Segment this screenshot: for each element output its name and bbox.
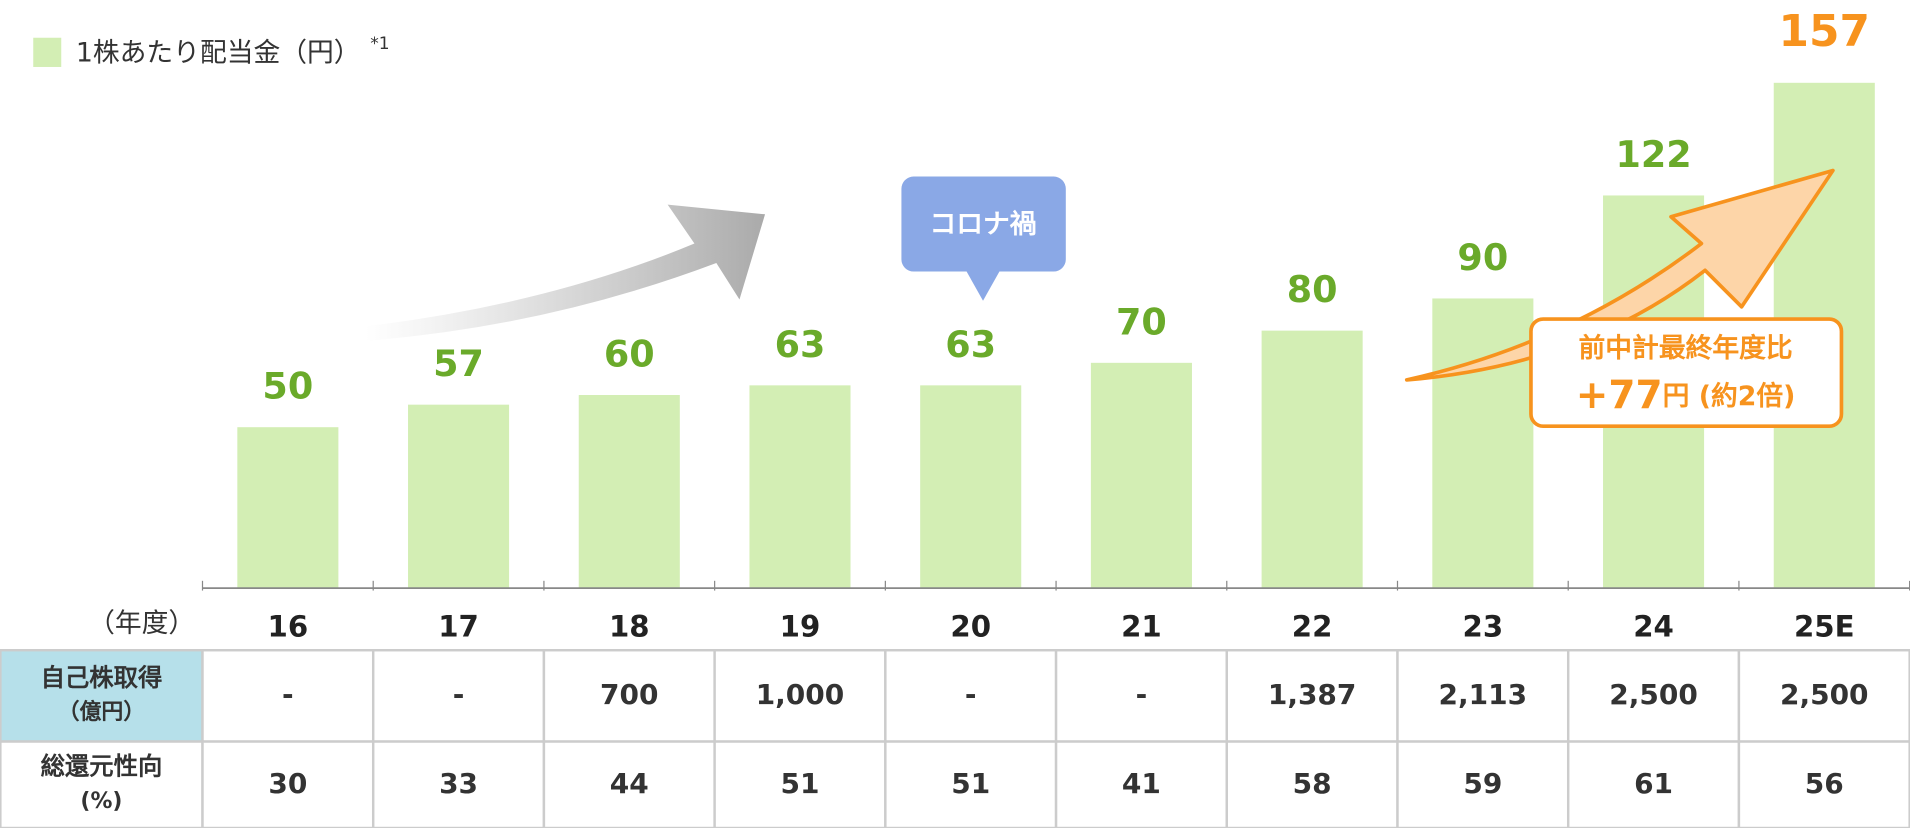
cell-text: 51 — [951, 767, 990, 800]
x-tick-label: 17 — [438, 609, 479, 643]
annotation-suffix: 円 (約2倍) — [1663, 379, 1796, 411]
cell-text: 30 — [268, 767, 307, 800]
row-header: 総還元性向 — [41, 752, 163, 781]
row-header: (%) — [80, 789, 122, 814]
value-label: 50 — [262, 365, 313, 408]
cell-text: 33 — [439, 767, 478, 800]
value-label: 90 — [1457, 236, 1508, 279]
cell-text: - — [453, 678, 465, 711]
x-axis-label: （年度） — [88, 608, 195, 639]
row-header-cell — [0, 740, 204, 828]
cell-text: 1,000 — [756, 678, 845, 711]
table-cell — [713, 740, 887, 828]
cell-text: - — [1136, 678, 1148, 711]
cell-text: 700 — [600, 678, 658, 711]
legend-label: 1株あたり配当金（円） *1 — [76, 34, 390, 68]
annotation-amount-line: +77円 (約2倍) — [1576, 372, 1796, 417]
value-label: 60 — [604, 333, 655, 376]
bar — [237, 427, 339, 589]
bar — [1090, 362, 1192, 589]
value-label: 157 — [1779, 6, 1871, 57]
cell-text: 41 — [1122, 767, 1161, 800]
table-cell — [201, 740, 375, 828]
table-cell — [1225, 740, 1399, 828]
legend-note: *1 — [370, 34, 389, 54]
table-cell — [542, 649, 716, 743]
growth-arrow — [1404, 168, 1835, 382]
value-label: 80 — [1287, 268, 1338, 311]
table-cell — [1225, 649, 1399, 743]
table-cell — [1054, 740, 1228, 828]
value-label: 63 — [945, 323, 996, 366]
value-label: 122 — [1615, 133, 1691, 176]
x-tick-label: 22 — [1292, 609, 1333, 643]
legend-swatch — [33, 37, 62, 67]
table-cell — [1737, 740, 1910, 828]
x-tick-label: 19 — [780, 609, 821, 643]
bar — [578, 395, 680, 589]
x-tick-label: 23 — [1463, 609, 1504, 643]
annotation-box — [1529, 317, 1844, 429]
cell-text: 61 — [1634, 767, 1673, 800]
cell-text: 2,500 — [1780, 678, 1869, 711]
cell-text: 58 — [1293, 767, 1332, 800]
legend-text: 1株あたり配当金（円） — [76, 37, 361, 68]
x-tick-label: 21 — [1121, 609, 1162, 643]
table-cell — [371, 740, 546, 828]
row-header: 自己株取得 — [41, 663, 163, 692]
bar — [1261, 330, 1363, 589]
bar — [749, 385, 851, 589]
cell-text: 1,387 — [1268, 678, 1357, 711]
callout-pointer — [965, 270, 1001, 301]
annotation-amount: +77 — [1576, 372, 1663, 417]
cell-text: - — [965, 678, 977, 711]
cell-text: 2,113 — [1439, 678, 1528, 711]
table-cell — [713, 649, 887, 743]
callout-text: コロナ禍 — [929, 209, 1036, 240]
x-tick-label: 24 — [1633, 609, 1674, 643]
bar — [920, 385, 1022, 589]
trend-arrow — [365, 204, 766, 341]
table-cell — [1566, 740, 1741, 828]
x-tick-label: 20 — [950, 609, 991, 643]
annotation-line: 前中計最終年度比 — [1579, 332, 1793, 364]
table-cell — [371, 649, 546, 743]
table-cell — [1396, 740, 1570, 828]
value-label: 63 — [775, 323, 826, 366]
cell-text: 44 — [610, 767, 649, 800]
callout-box — [901, 176, 1066, 272]
row-header: （億円） — [58, 699, 146, 725]
cell-text: 56 — [1805, 767, 1844, 800]
cell-text: 2,500 — [1609, 678, 1698, 711]
cell-text: 59 — [1463, 767, 1502, 800]
cell-text: - — [282, 678, 294, 711]
value-label: 57 — [433, 342, 484, 385]
value-label: 70 — [1116, 300, 1167, 343]
x-tick-label: 25E — [1794, 609, 1855, 643]
table-cell — [884, 649, 1058, 743]
bar — [408, 404, 510, 589]
bar — [1432, 298, 1534, 589]
x-tick-label: 16 — [268, 609, 309, 643]
x-tick-label: 18 — [609, 609, 650, 643]
cell-text: 51 — [781, 767, 820, 800]
